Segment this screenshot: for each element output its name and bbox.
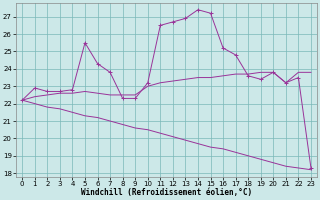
X-axis label: Windchill (Refroidissement éolien,°C): Windchill (Refroidissement éolien,°C) xyxy=(81,188,252,197)
